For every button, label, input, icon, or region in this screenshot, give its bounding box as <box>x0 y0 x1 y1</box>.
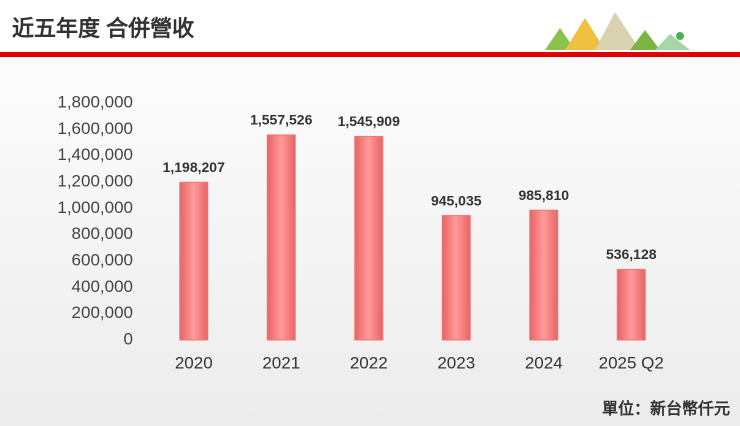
y-tick-label: 800,000 <box>72 224 133 243</box>
y-tick-label: 1,400,000 <box>57 145 133 164</box>
chart-title: 近五年度 合併營收 <box>12 16 194 41</box>
y-tick-label: 1,000,000 <box>57 198 133 217</box>
y-tick-label: 1,200,000 <box>57 171 133 190</box>
value-label: 1,557,526 <box>250 112 312 128</box>
y-tick-label: 200,000 <box>72 303 133 322</box>
bar <box>354 135 384 341</box>
y-tick-label: 1,600,000 <box>57 119 133 138</box>
bar <box>266 134 296 341</box>
unit-note: 單位：新台幣仟元 <box>602 399 730 418</box>
value-label: 945,035 <box>431 192 482 208</box>
value-label: 1,545,909 <box>338 113 400 129</box>
value-label: 1,198,207 <box>163 159 225 175</box>
value-label: 985,810 <box>518 187 569 203</box>
y-tick-label: 0 <box>124 329 133 348</box>
x-tick-label: 2023 <box>437 353 475 372</box>
bar <box>616 268 646 341</box>
x-tick-label: 2020 <box>175 353 213 372</box>
y-tick-label: 600,000 <box>72 250 133 269</box>
y-tick-label: 400,000 <box>72 277 133 296</box>
x-tick-label: 2024 <box>525 353 563 372</box>
x-tick-label: 2025 Q2 <box>599 353 664 372</box>
y-tick-label: 1,800,000 <box>57 92 133 111</box>
header-rule <box>0 52 740 57</box>
bar <box>179 181 209 341</box>
value-label: 536,128 <box>606 246 657 262</box>
bar <box>441 215 471 341</box>
bar <box>529 209 559 341</box>
decoration <box>545 12 690 50</box>
x-tick-label: 2022 <box>350 353 388 372</box>
x-tick-label: 2021 <box>262 353 300 372</box>
